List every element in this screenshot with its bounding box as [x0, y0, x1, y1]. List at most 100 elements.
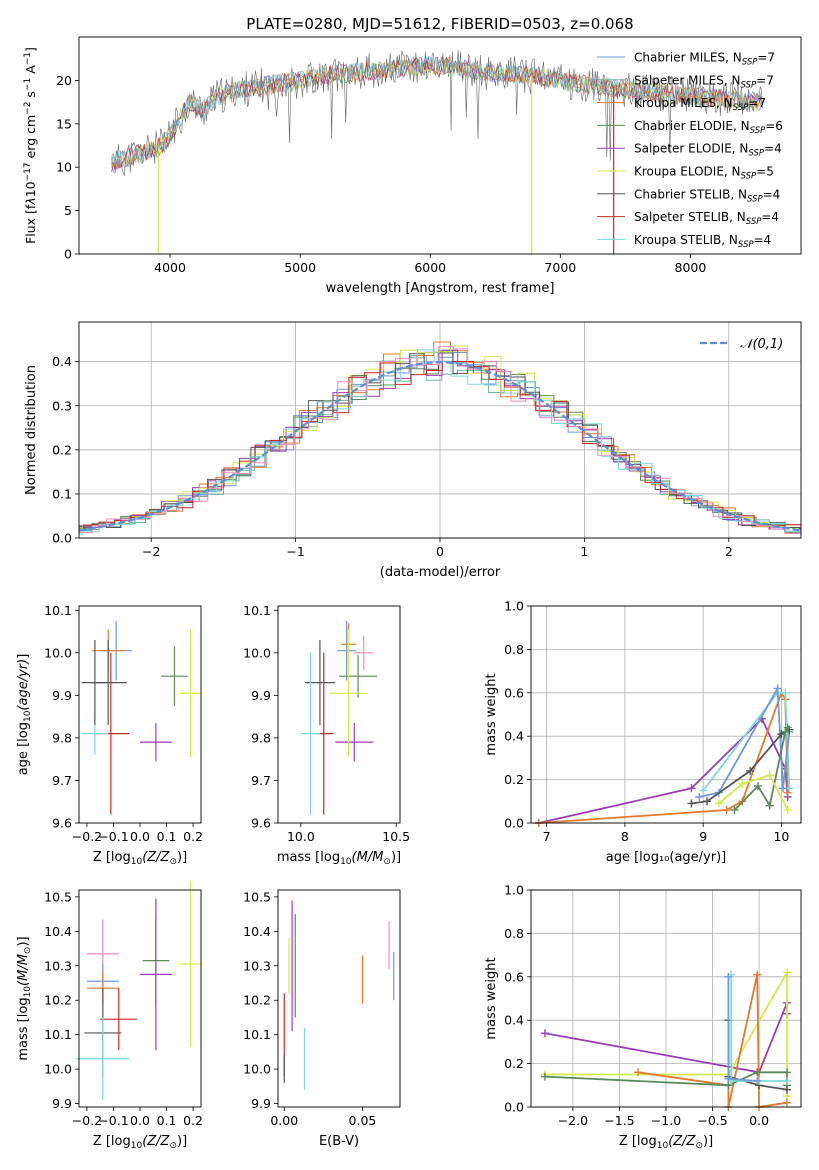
- weight-point-marker: [765, 771, 774, 780]
- weight-point-marker: [765, 801, 774, 810]
- y-tick-label: 0.8: [504, 926, 524, 941]
- axes-frame: [277, 889, 401, 1108]
- legend-entry: Salpeter ELODIE, NSSP=4: [634, 142, 782, 159]
- legend-entry: 𝒩(0,1): [740, 337, 783, 352]
- y-tick-label: 0.2: [504, 1056, 524, 1071]
- y-axis-label: mass [log10(M/M⊙)]: [16, 936, 33, 1060]
- weight-point-marker: [783, 805, 792, 814]
- y-tick-label: 10.1: [44, 1027, 72, 1042]
- weight-point-marker: [540, 1072, 549, 1081]
- x-tick-label: 0.0: [130, 829, 150, 844]
- axes-frame: [78, 605, 202, 824]
- y-tick-label: 0.0: [504, 1100, 524, 1115]
- x-tick-label: 7000: [544, 260, 576, 275]
- weight-point-marker: [783, 968, 792, 977]
- y-axis-label: Normed distribution: [24, 365, 39, 495]
- spectrum-series-line: [111, 58, 763, 171]
- x-tick-label: 10.5: [382, 829, 410, 844]
- weight-point-marker: [781, 727, 790, 736]
- y-tick-label: 0.8: [504, 642, 524, 657]
- weight-point-marker: [753, 970, 762, 979]
- x-tick-label: 2: [725, 544, 733, 559]
- weight-point-marker: [634, 1068, 643, 1077]
- spectrum-series-line: [111, 56, 763, 172]
- weight-point-marker: [703, 797, 712, 806]
- weight-point-marker: [783, 1085, 792, 1094]
- weight-point-marker: [783, 788, 792, 797]
- weight-series-line: [718, 774, 789, 811]
- weight-point-marker: [783, 1098, 792, 1107]
- x-axis-label: wavelength [Angstrom, rest frame]: [326, 281, 555, 296]
- x-tick-label: 0: [436, 544, 444, 559]
- spectrum-series-line: [111, 57, 762, 168]
- y-tick-label: 0.6: [504, 969, 524, 984]
- y-tick-label: 20: [56, 73, 72, 88]
- weight-point-marker: [746, 766, 755, 775]
- weight-point-marker: [738, 779, 747, 788]
- y-tick-label: 10.5: [44, 889, 72, 904]
- y-tick-label: 10.1: [243, 1027, 271, 1042]
- y-tick-label: 0.1: [52, 486, 72, 501]
- weight-series-line: [538, 690, 789, 824]
- x-tick-label: 10: [773, 829, 789, 844]
- x-tick-label: −1: [286, 544, 304, 559]
- y-axis-label: Flux [fλ10−17 erg cm−2 s−1 A−1]: [23, 47, 38, 244]
- y-tick-label: 9.9: [251, 1096, 271, 1111]
- y-axis-label: mass weight: [484, 673, 499, 755]
- x-tick-label: 8000: [675, 260, 707, 275]
- x-tick-label: 6000: [414, 260, 446, 275]
- legend-entry: Salpeter MILES, NSSP=7: [634, 73, 774, 90]
- normal-curve: [78, 360, 802, 532]
- axes-frame: [530, 889, 802, 1108]
- legend-entry: Kroupa STELIB, NSSP=4: [634, 233, 771, 250]
- weight-point-marker: [695, 792, 704, 801]
- weight-point-marker: [730, 805, 739, 814]
- spectrum-series-line: [111, 56, 763, 173]
- x-tick-label: −1.5: [604, 1113, 634, 1128]
- y-tick-label: 10.1: [44, 603, 72, 618]
- y-tick-label: 5: [64, 203, 72, 218]
- weight-point-marker: [779, 784, 787, 793]
- weight-point-marker: [724, 1074, 733, 1083]
- y-tick-label: 10.3: [243, 958, 271, 973]
- weight-point-marker: [753, 1076, 762, 1085]
- weight-point-marker: [773, 684, 782, 693]
- x-tick-label: 5000: [284, 260, 316, 275]
- y-tick-label: 0.4: [504, 1013, 524, 1028]
- residuals-histogram-panel: −2 −1 0 1 2 0.0 0.1 0.2 0.3 0.4 (data-model)/error…: [24, 321, 802, 580]
- legend-entry: Kroupa ELODIE, NSSP=5: [634, 165, 774, 182]
- y-axis-label: mass weight: [484, 957, 499, 1039]
- legend: Chabrier MILES, NSSP=7 Salpeter MILES, NS…: [597, 51, 783, 250]
- y-tick-label: 10.2: [243, 993, 271, 1008]
- y-tick-label: 10.0: [44, 645, 72, 660]
- x-tick-label: −1.0: [651, 1113, 681, 1128]
- x-axis-label: Z [log10(Z/Z⊙)]: [619, 1134, 713, 1151]
- weight-point-marker: [687, 799, 696, 808]
- y-tick-label: 9.9: [52, 1096, 72, 1111]
- histogram-step-series: [79, 346, 801, 534]
- legend-entry: Salpeter STELIB, NSSP=4: [634, 210, 779, 227]
- y-tick-label: 9.6: [52, 816, 72, 831]
- x-tick-label: −2.0: [558, 1113, 588, 1128]
- figure-title: PLATE=0280, MJD=51612, FIBERID=0503, z=0…: [246, 15, 633, 33]
- y-tick-label: 0.4: [504, 729, 524, 744]
- axes-frame: [78, 321, 802, 539]
- x-tick-label: −0.1: [98, 829, 128, 844]
- weight-series-line: [637, 974, 788, 1109]
- x-axis-label: (data-model)/error: [380, 565, 501, 580]
- x-tick-label: 4000: [154, 260, 186, 275]
- x-tick-label: 0.00: [270, 1113, 298, 1128]
- x-tick-label: 0.2: [183, 1113, 203, 1128]
- x-tick-label: 0.1: [157, 829, 177, 844]
- y-tick-label: 0.6: [504, 685, 524, 700]
- y-tick-label: 9.7: [52, 773, 72, 788]
- weight-point-marker: [781, 688, 790, 697]
- y-tick-label: 10.3: [44, 958, 72, 973]
- x-tick-label: 1: [580, 544, 588, 559]
- weight-point-marker: [714, 799, 723, 808]
- x-tick-label: 7: [543, 829, 551, 844]
- y-tick-label: 10.0: [243, 645, 271, 660]
- y-tick-label: 0: [64, 247, 72, 262]
- x-axis-label: age [log₁₀(age/yr)]: [606, 850, 727, 865]
